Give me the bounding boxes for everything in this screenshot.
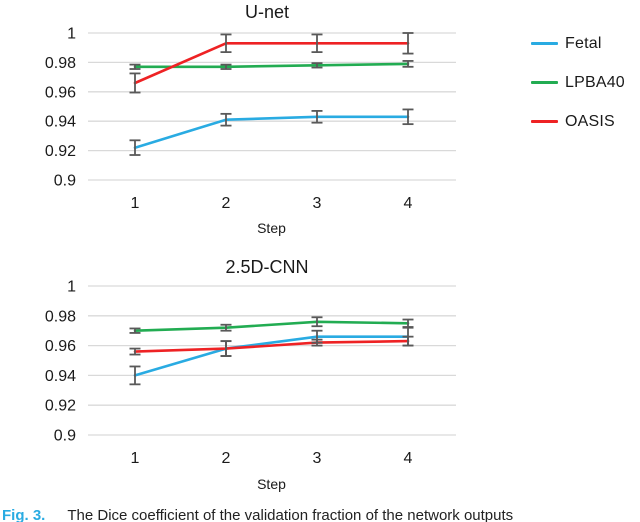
y-tick-label: 0.98 [45,308,76,325]
x-tick-label: 4 [404,195,413,212]
y-tick-label: 0.92 [45,398,76,415]
y-tick-label: 0.94 [45,114,76,131]
chart-title: U-net [245,2,289,22]
figure-caption: Fig. 3. The Dice coefficient of the valid… [2,507,638,522]
y-tick-label: 0.9 [54,173,76,190]
y-tick-label: 0.9 [54,428,76,445]
y-tick-label: 0.96 [45,84,76,101]
legend-item-fetal: Fetal [531,24,625,63]
series-line-oasis [133,41,410,85]
caption-text: The Dice coefficient of the validation f… [67,507,514,522]
y-tick-label: 1 [67,26,76,43]
legend-label: OASIS [565,112,615,130]
series-line-fetal [133,335,410,377]
chart-title: 2.5D-CNN [225,257,308,277]
x-tick-label: 1 [131,450,140,467]
x-tick-label: 2 [222,195,231,212]
legend-line-swatch [531,81,558,84]
y-tick-label: 0.92 [45,143,76,160]
legend-label: Fetal [565,34,602,52]
legend: Fetal LPBA40 OASIS [531,24,625,141]
caption-fig-label: Fig. 3. [2,507,46,522]
y-tick-label: 0.94 [45,368,76,385]
x-tick-label: 4 [404,450,413,467]
series-line-lpba40 [133,320,410,333]
series-line-fetal [133,115,410,149]
series-line-lpba40 [133,62,410,69]
legend-item-oasis: OASIS [531,102,625,141]
x-axis-title: Step [257,220,286,236]
y-tick-label: 0.96 [45,338,76,355]
y-tick-label: 1 [67,279,76,296]
legend-label: LPBA40 [565,73,625,91]
x-tick-label: 1 [131,195,140,212]
legend-item-lpba40: LPBA40 [531,63,625,102]
y-tick-label: 0.98 [45,55,76,72]
x-axis-title: Step [257,476,286,492]
x-tick-label: 3 [313,450,322,467]
legend-line-swatch [531,42,558,45]
series-line-oasis [133,339,410,353]
x-tick-label: 3 [313,195,322,212]
legend-line-swatch [531,120,558,123]
x-tick-label: 2 [222,450,231,467]
